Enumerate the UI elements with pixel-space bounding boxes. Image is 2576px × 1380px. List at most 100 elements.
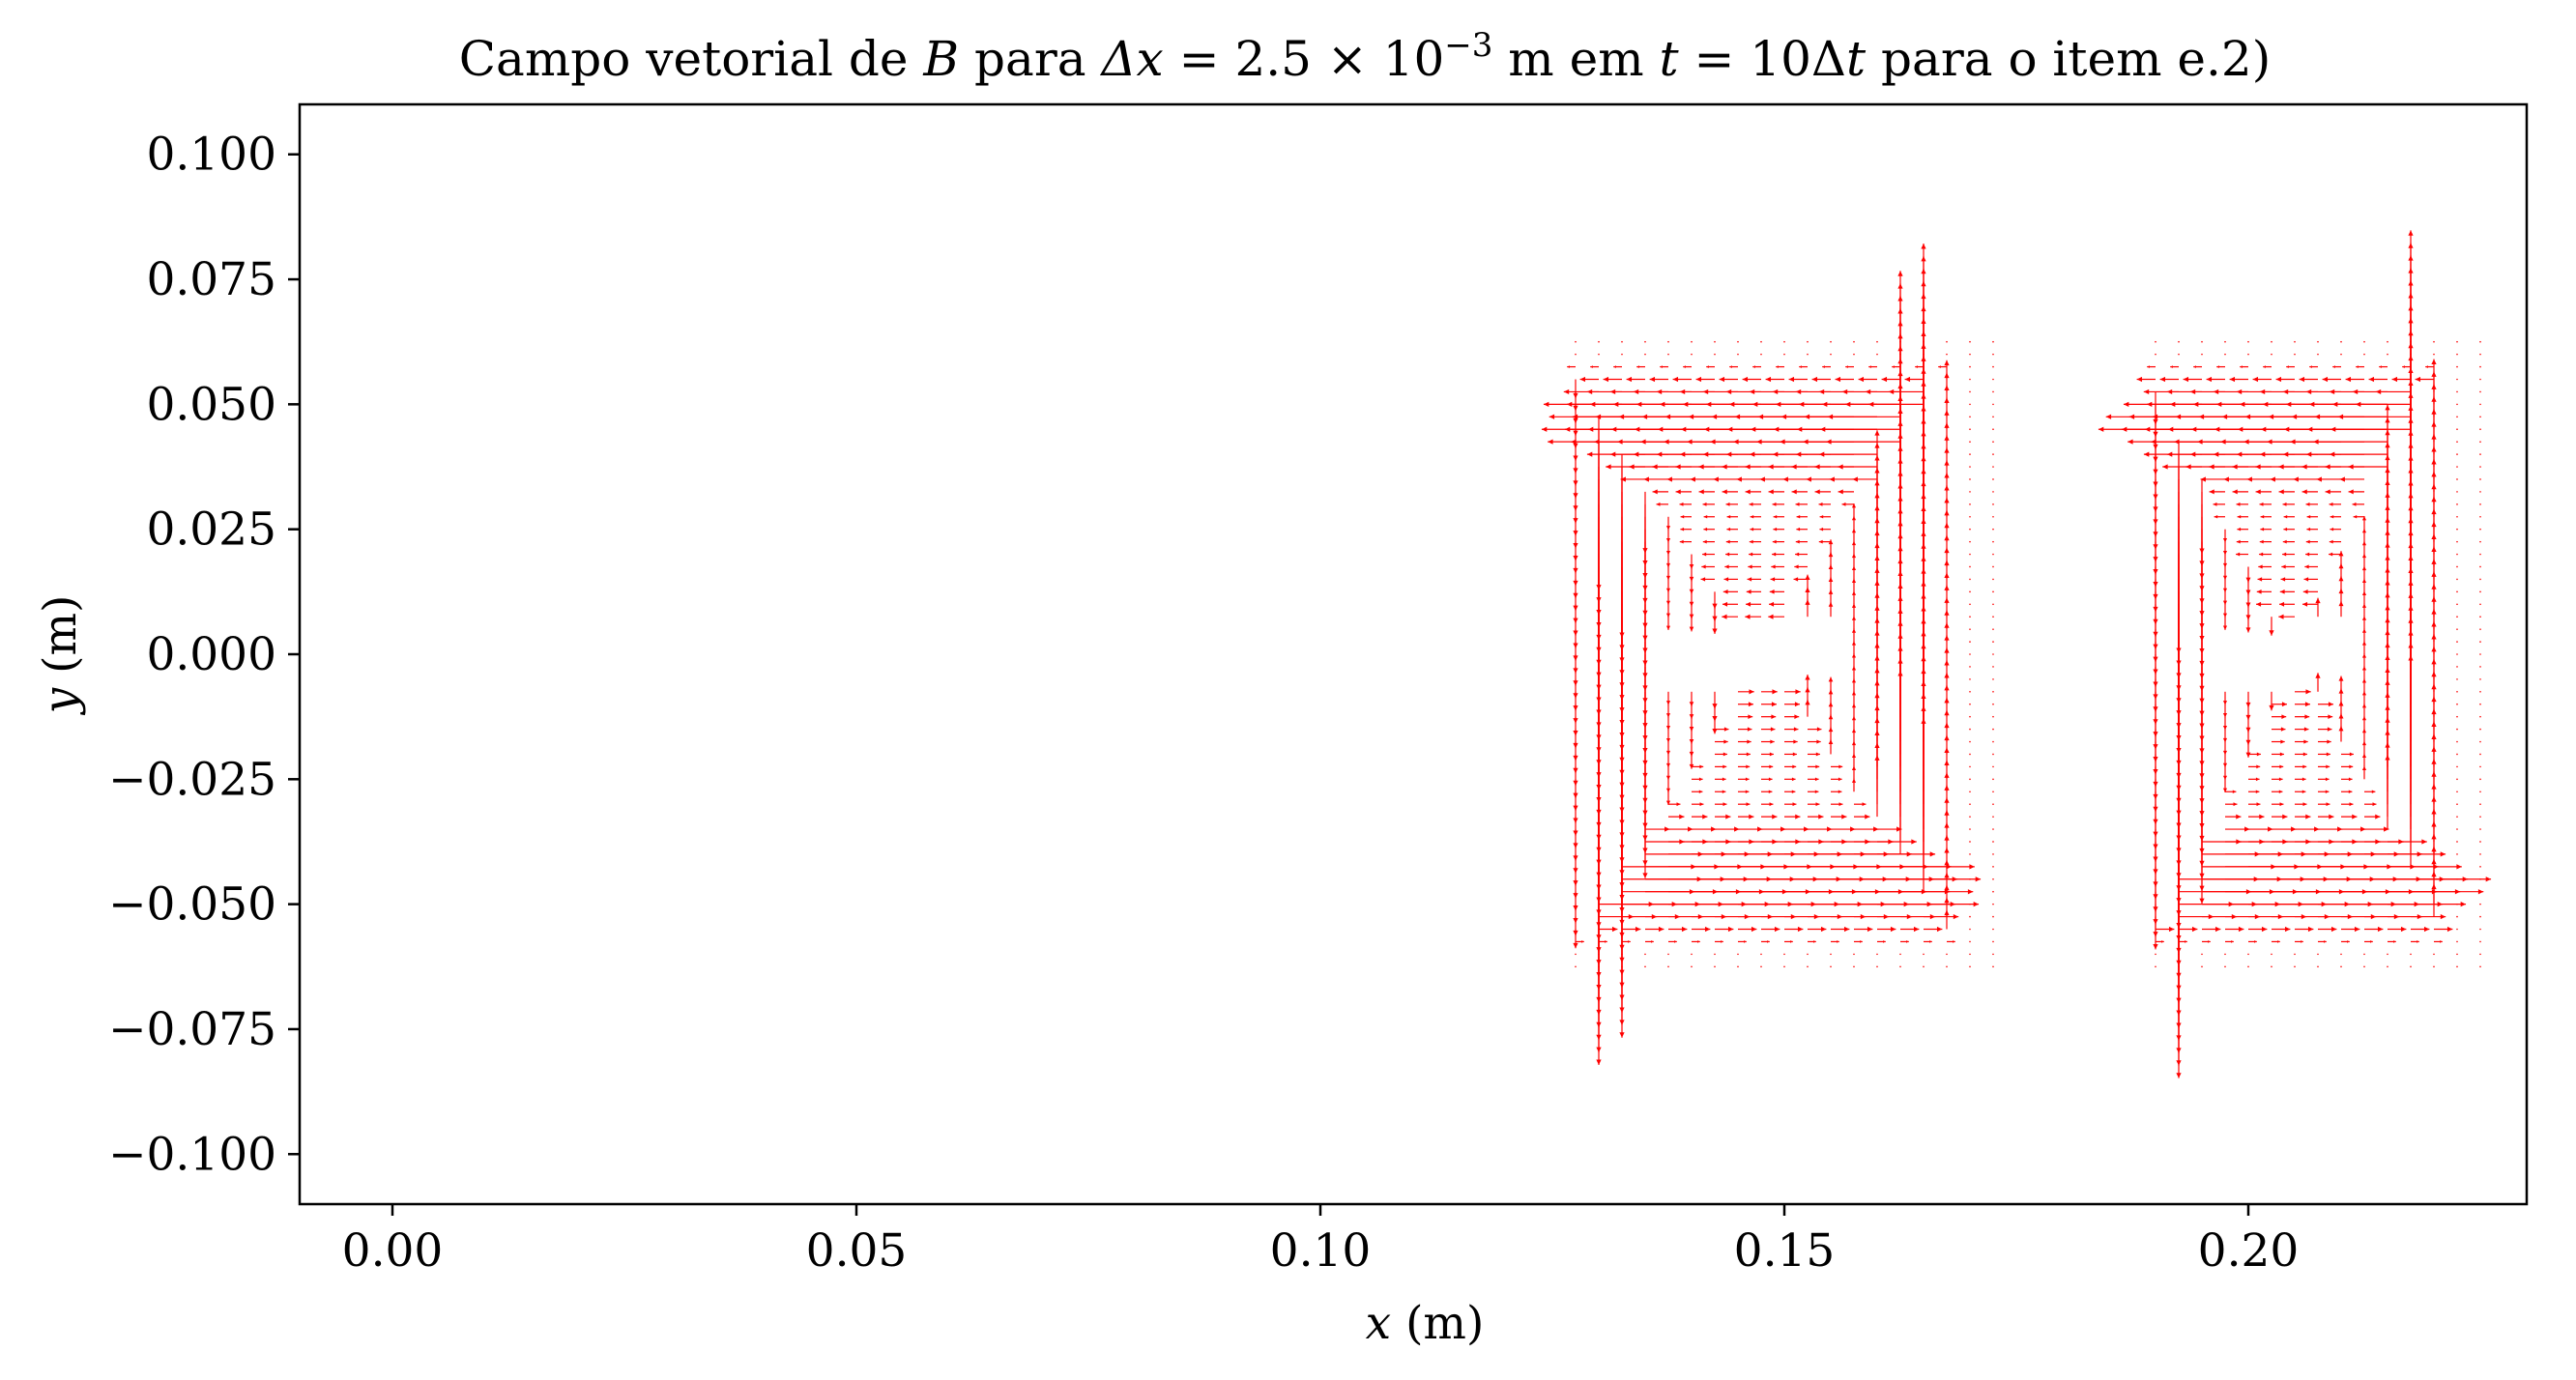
quiver-arrowhead [1750, 426, 1756, 432]
quiver-arrowhead [2123, 401, 2129, 407]
quiver-arrowhead [2236, 814, 2242, 819]
quiver-arrowhead [1723, 577, 1729, 582]
quiver-arrow [1969, 853, 1971, 855]
quiver-arrowhead [2214, 426, 2220, 432]
quiver-arrowhead [1749, 689, 1754, 695]
quiver-arrow [1992, 853, 1994, 855]
quiver-arrowhead [1771, 564, 1776, 569]
quiver-arrowhead [2259, 539, 2264, 544]
quiver-arrowhead [2146, 401, 2153, 407]
quiver-arrowhead [2153, 606, 2158, 613]
quiver-arrowhead [1748, 714, 1753, 719]
quiver-arrowhead [2143, 451, 2150, 457]
quiver-arrowhead [1587, 426, 1594, 432]
quiver-arrowhead [1780, 826, 1786, 832]
quiver-arrowhead [2330, 527, 2334, 532]
quiver-arrowhead [1573, 893, 1578, 899]
quiver-arrowhead [2259, 502, 2264, 506]
quiver-arrowhead [1818, 388, 1825, 395]
quiver-arrowhead [1596, 872, 1602, 877]
quiver-arrowhead [2199, 561, 2205, 566]
quiver-arrowhead [1689, 589, 1694, 594]
quiver-arrow [1737, 965, 1739, 968]
quiver-arrowhead [1619, 1032, 1625, 1038]
quiver-arrowhead [2151, 439, 2156, 445]
quiver-arrowhead [2360, 826, 2366, 832]
quiver-arrowhead [1596, 659, 1602, 666]
quiver-arrowhead [2316, 476, 2322, 482]
x-tick-label: 0.00 [342, 1224, 444, 1278]
quiver-arrow [2456, 491, 2458, 493]
quiver-arrowhead [2328, 714, 2333, 719]
quiver-arrowhead [2269, 630, 2274, 636]
quiver-arrowhead [2325, 790, 2330, 793]
quiver-arrowhead [1596, 709, 1602, 715]
quiver-arrow [1969, 353, 1971, 356]
quiver-arrowhead [2105, 414, 2112, 419]
quiver-arrowhead [2222, 775, 2228, 781]
quiver-arrowhead [2189, 388, 2196, 395]
quiver-arrowhead [1838, 489, 1843, 495]
quiver-arrowhead [1881, 376, 1888, 383]
quiver-arrowhead [1596, 821, 1602, 828]
quiver-arrowhead [1868, 365, 1871, 368]
quiver-arrow [1969, 503, 1971, 505]
quiver-arrowhead [2232, 464, 2238, 470]
quiver-arrowhead [2255, 790, 2260, 793]
quiver-arrowhead [2153, 481, 2158, 487]
quiver-arrowhead [1619, 857, 1625, 863]
quiver-arrowhead [1703, 426, 1710, 432]
quiver-arrowhead [1770, 577, 1776, 582]
quiver-arrowhead [1633, 388, 1639, 395]
quiver-arrow [2433, 353, 2435, 356]
quiver-arrowhead [1767, 940, 1770, 943]
quiver-arrowhead [2305, 689, 2311, 695]
quiver-arrowhead [2309, 365, 2312, 368]
quiver-arrowhead [2199, 723, 2205, 729]
quiver-arrow [1714, 353, 1716, 356]
quiver-arrowhead [1773, 426, 1780, 432]
quiver-arrowhead [2176, 1022, 2182, 1028]
quiver-arrowhead [1620, 476, 1626, 482]
quiver-arrow [2317, 353, 2319, 356]
quiver-arrow [2456, 590, 2458, 593]
quiver-arrowhead [1774, 926, 1780, 933]
quiver-arrowhead [2440, 851, 2446, 857]
quiver-arrowhead [1746, 601, 1751, 607]
quiver-arrowhead [2368, 376, 2375, 383]
quiver-arrowhead [1780, 414, 1787, 419]
quiver-arrowhead [2237, 515, 2242, 519]
quiver-arrowhead [1596, 947, 1602, 953]
quiver-arrowhead [1626, 376, 1633, 383]
quiver-arrowhead [1749, 552, 1753, 557]
quiver-arrowhead [2301, 777, 2306, 782]
quiver-arrowhead [1750, 515, 1754, 519]
quiver-arrow [2456, 641, 2458, 643]
quiver-arrowhead [2153, 581, 2158, 588]
quiver-arrowhead [2199, 698, 2205, 704]
quiver-arrowhead [2361, 528, 2367, 533]
quiver-arrow [1992, 803, 1994, 805]
quiver-arrowhead [2361, 553, 2367, 559]
quiver-arrowhead [2354, 926, 2360, 933]
quiver-arrowhead [1573, 930, 1578, 936]
quiver-arrowhead [1795, 502, 1800, 506]
quiver-arrowhead [1581, 940, 1584, 943]
quiver-arrow [1853, 353, 1855, 356]
quiver-arrowhead [2278, 464, 2284, 470]
quiver-arrow [1575, 965, 1577, 968]
quiver-arrowhead [2301, 940, 2303, 943]
quiver-arrowhead [1619, 782, 1625, 789]
quiver-arrowhead [1819, 515, 1824, 519]
quiver-arrowhead [2348, 790, 2353, 793]
quiver-arrow [2479, 428, 2481, 431]
quiver-arrow [2479, 491, 2481, 493]
quiver-arrow [1969, 653, 1971, 655]
quiver-arrow [2155, 965, 2156, 968]
quiver-arrow [2456, 778, 2458, 781]
quiver-arrowhead [1656, 451, 1663, 457]
quiver-arrowhead [1611, 926, 1618, 933]
quiver-arrow [2456, 740, 2458, 743]
quiver-arrowhead [1628, 940, 1631, 943]
quiver-arrowhead [2153, 631, 2158, 638]
